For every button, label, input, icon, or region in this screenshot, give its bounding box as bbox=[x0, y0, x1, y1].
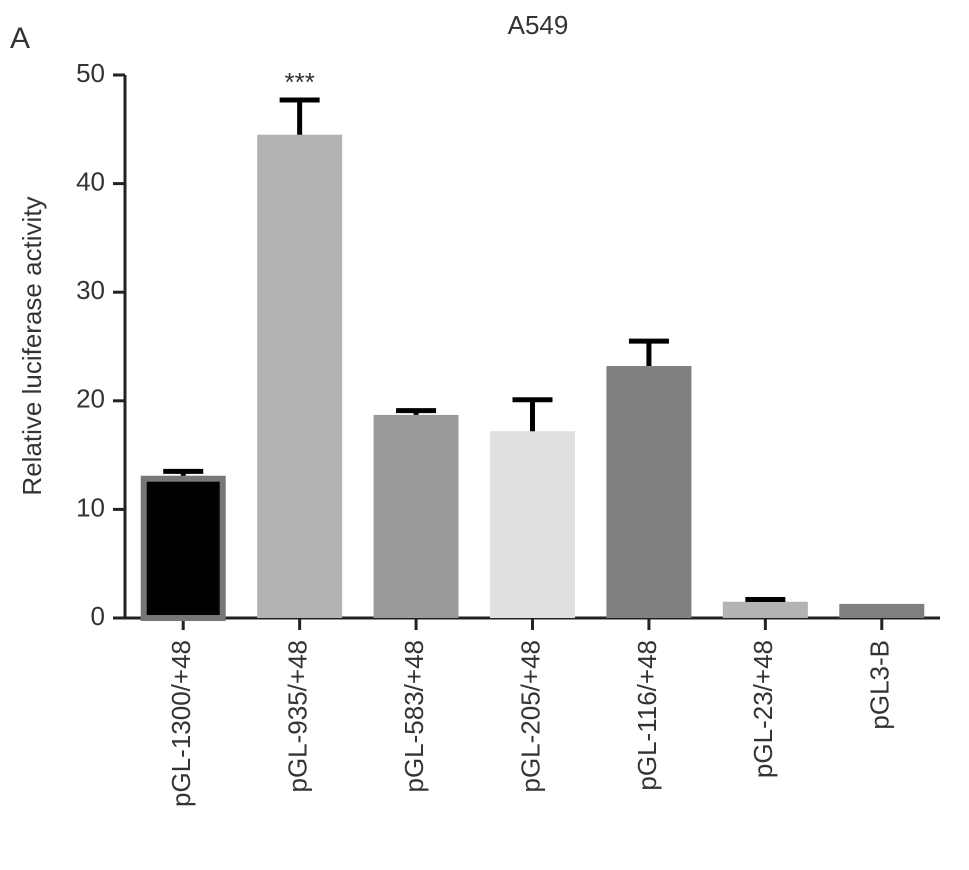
bar bbox=[490, 431, 575, 618]
chart-title: A549 bbox=[508, 10, 569, 40]
x-tick-label: pGL3-B bbox=[865, 640, 895, 730]
bar bbox=[839, 603, 925, 618]
panel-label: A bbox=[10, 22, 30, 55]
error-bar bbox=[163, 468, 204, 476]
bar bbox=[257, 134, 343, 619]
error-bar bbox=[745, 597, 786, 603]
bar bbox=[606, 366, 692, 618]
y-tick-label: 50 bbox=[76, 58, 105, 88]
x-tick-label: pGL-935/+48 bbox=[283, 640, 313, 793]
error-bar bbox=[512, 397, 553, 432]
bar bbox=[140, 475, 226, 622]
y-tick-label: 40 bbox=[76, 166, 105, 196]
x-tick-label: pGL-1300/+48 bbox=[166, 640, 196, 807]
error-bar bbox=[628, 338, 669, 367]
x-tick-label: pGL-583/+48 bbox=[399, 640, 429, 793]
x-tick-label: pGL-116/+48 bbox=[632, 640, 662, 791]
error-bar bbox=[396, 408, 437, 415]
y-tick-label: 30 bbox=[76, 275, 105, 305]
bar bbox=[373, 414, 459, 618]
x-tick-label: pGL-205/+48 bbox=[515, 640, 545, 793]
annotation: *** bbox=[284, 67, 314, 97]
error-bar bbox=[279, 97, 320, 135]
y-axis-label: Relative luciferase activity bbox=[17, 196, 47, 495]
bar bbox=[722, 601, 808, 618]
x-tick-label: pGL-23/+48 bbox=[748, 640, 778, 778]
y-tick-label: 0 bbox=[91, 601, 105, 631]
y-tick-label: 10 bbox=[76, 492, 105, 522]
y-tick-label: 20 bbox=[76, 384, 105, 414]
